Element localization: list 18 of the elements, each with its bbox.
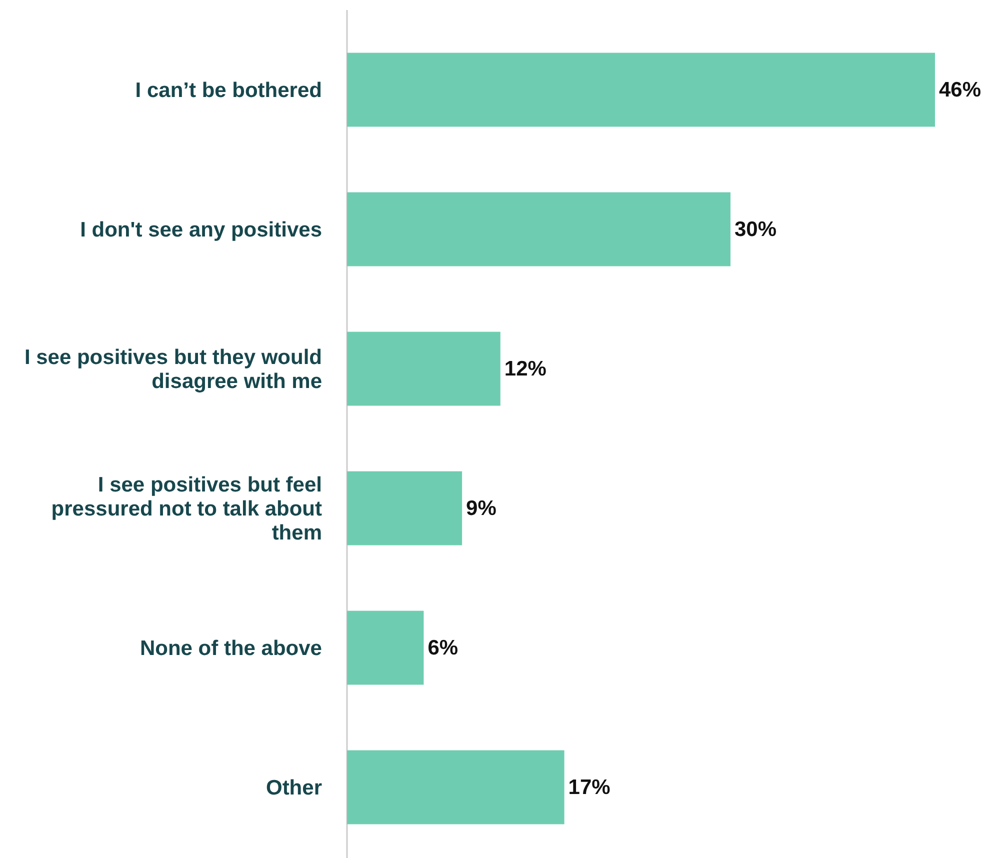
y-tick-label: I don't see any positives — [80, 218, 322, 241]
data-label: 17% — [568, 776, 611, 799]
bar — [347, 471, 462, 546]
data-label: 46% — [939, 78, 982, 102]
y-tick-label: Other — [266, 776, 322, 799]
bar — [347, 52, 935, 127]
y-tick-label: I see positives but feel pressured not to talk about them — [51, 472, 322, 544]
data-label: 9% — [466, 496, 497, 520]
bar — [347, 610, 424, 685]
data-label: 12% — [504, 357, 547, 380]
y-tick-label: None of the above — [140, 636, 322, 660]
bar — [347, 332, 500, 406]
bar — [347, 750, 564, 824]
y-tick-label: I see positives but they would disagree with me — [24, 345, 322, 392]
y-tick-label: I can’t be bothered — [135, 78, 322, 102]
bar — [347, 192, 730, 266]
data-label: 6% — [428, 636, 458, 660]
data-label: 30% — [734, 218, 777, 241]
